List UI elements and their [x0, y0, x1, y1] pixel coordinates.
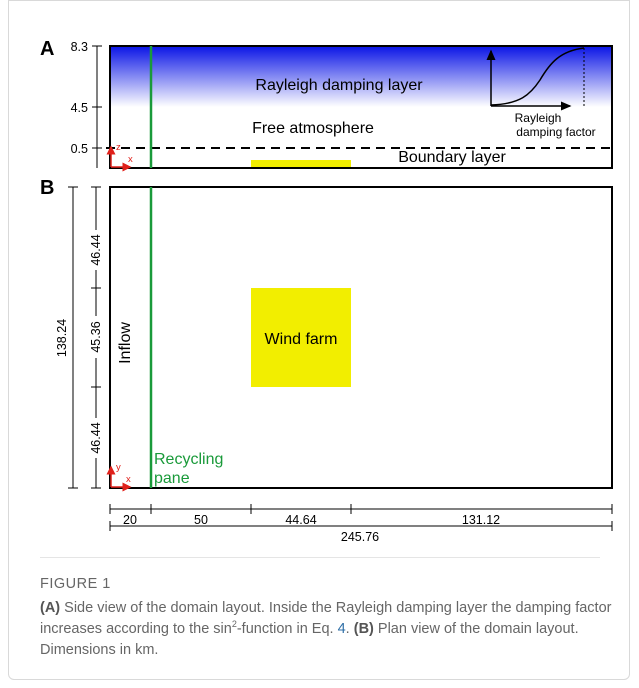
segment-label-bg-2 — [88, 316, 104, 358]
figure-label: FIGURE 1 — [40, 576, 111, 592]
axis-x-label-a: x — [128, 154, 133, 165]
segment-label-bg-3 — [88, 418, 104, 458]
equation-link[interactable]: 4 — [337, 621, 346, 637]
recycling-label-line2: pane — [154, 470, 190, 487]
caption-a-text-3: . — [345, 621, 354, 637]
domain-layout-figure: A 8.3 4.5 0.5 Rayleigh damping layer Fre… — [40, 38, 613, 544]
wind-farm-label: Wind farm — [265, 331, 338, 348]
segment-height-2: 45.36 — [89, 321, 103, 352]
recycling-label-line1: Recycling — [154, 451, 223, 468]
caption-a-text-2: -function in Eq. — [236, 621, 338, 637]
tick-label-0-5: 0.5 — [71, 142, 88, 156]
figure-caption: FIGURE 1 (A) Side view of the domain lay… — [40, 574, 615, 661]
caption-b-text: Plan view of the domain layout. Dimensio… — [40, 621, 579, 658]
panel-a-letter: A — [40, 38, 54, 60]
axis-x-label-b: x — [126, 474, 131, 485]
wind-farm-side — [251, 160, 351, 167]
caption-a-text-1: Side view of the domain layout. Inside t… — [40, 600, 612, 637]
segment-width-4: 131.12 — [462, 513, 500, 527]
boundary-layer-label: Boundary layer — [398, 149, 506, 166]
segment-width-2: 50 — [194, 513, 208, 527]
inset-label-line2: damping factor — [516, 125, 595, 139]
side-view-domain-outline — [109, 45, 613, 169]
caption-b-tag: (B) — [353, 621, 374, 637]
rayleigh-damping-layer — [110, 46, 612, 107]
segment-width-3: 44.64 — [285, 513, 316, 527]
tick-label-8-3: 8.3 — [71, 40, 88, 54]
tick-label-4-5: 4.5 — [71, 101, 88, 115]
segment-width-1: 20 — [123, 513, 137, 527]
segment-label-bg-1 — [88, 230, 104, 270]
damping-layer-label: Rayleigh damping layer — [255, 77, 423, 94]
total-width-label: 245.76 — [341, 530, 379, 544]
caption-a-tag: (A) — [40, 600, 61, 616]
total-height-label: 138.24 — [55, 319, 69, 357]
inflow-label: Inflow — [117, 322, 134, 364]
wind-farm-plan — [251, 288, 351, 387]
panel-b-axes-indicator — [106, 465, 132, 492]
damping-factor-inset — [486, 47, 585, 111]
caption-text: (A) Side view of the domain layout. Insi… — [40, 598, 615, 661]
segment-height-3: 46.44 — [89, 422, 103, 453]
panel-b-letter: B — [40, 177, 54, 199]
axis-z-label: z — [116, 142, 121, 153]
axis-y-label: y — [116, 462, 121, 473]
plan-view-domain-outline — [109, 186, 613, 489]
caption-divider — [40, 557, 600, 558]
segment-height-1: 46.44 — [89, 234, 103, 265]
inset-label-line1: Rayleigh — [515, 111, 562, 125]
panel-a-axes-indicator — [106, 145, 132, 172]
caption-superscript: 2 — [231, 619, 237, 630]
free-atmosphere-label: Free atmosphere — [252, 120, 374, 137]
